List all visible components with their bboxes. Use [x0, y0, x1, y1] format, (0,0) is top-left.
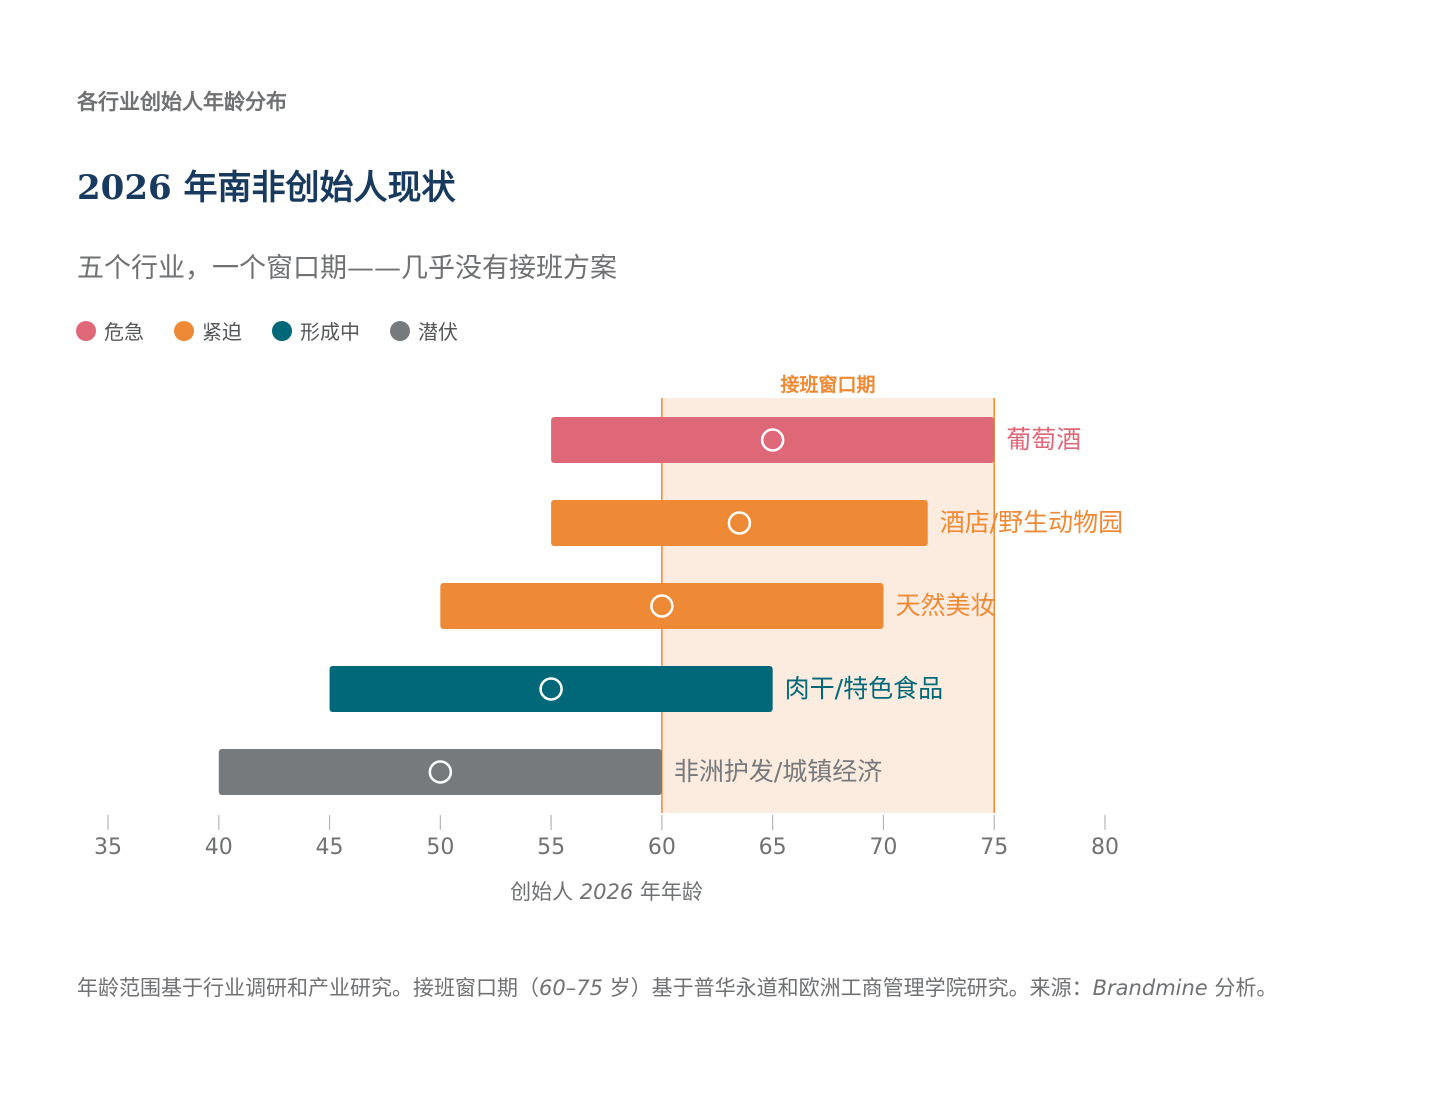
- range-bar: [551, 500, 928, 546]
- median-marker: [760, 428, 785, 452]
- window-label: 接班窗口期: [781, 373, 876, 396]
- legend-label-latent: 潜伏: [418, 320, 458, 344]
- legend-item-critical: 危急: [76, 316, 144, 345]
- x-tick-label: 70: [869, 835, 897, 860]
- x-tick-label: 40: [205, 835, 233, 860]
- legend-label-forming: 形成中: [300, 320, 360, 344]
- legend-dot-critical: [76, 320, 96, 341]
- legend: 危急 紧迫 形成中 潜伏: [76, 316, 488, 345]
- range-bar: [218, 749, 662, 795]
- median-marker: [650, 594, 674, 618]
- legend-item-forming: 形成中: [272, 316, 360, 345]
- range-bar: [440, 583, 884, 629]
- eyebrow-label: 各行业创始人年龄分布: [77, 90, 287, 114]
- footnote-text-1: 年龄范围基于行业调研和产业研究。接班窗口期（: [77, 976, 539, 1000]
- footnote-text-3: 分析。: [1207, 976, 1278, 1000]
- footnote-source: Brandmine: [1092, 976, 1208, 1000]
- x-axis-title: 创始人 2026 年年龄: [510, 880, 703, 904]
- legend-item-urgent: 紧迫: [174, 316, 242, 345]
- x-tick-label: 80: [1091, 835, 1119, 860]
- category-label: 肉干/特色食品: [785, 674, 943, 703]
- x-tick-label: 60: [648, 835, 676, 860]
- footnote-range: 60–75: [539, 976, 603, 1000]
- category-label: 非洲护发/城镇经济: [674, 757, 882, 786]
- footnote-text-2: 岁）基于普华永道和欧洲工商管理学院研究。来源：: [602, 976, 1093, 1000]
- legend-dot-forming: [272, 320, 292, 341]
- legend-label-critical: 危急: [104, 320, 144, 344]
- range-bar: [329, 666, 773, 712]
- category-label: 天然美妆: [895, 591, 995, 620]
- x-tick-label: 35: [94, 835, 122, 860]
- x-tick-label: 75: [980, 835, 1008, 860]
- legend-item-latent: 潜伏: [390, 316, 458, 345]
- median-marker: [428, 760, 453, 784]
- x-tick-label: 65: [759, 835, 787, 860]
- footnote: 年龄范围基于行业调研和产业研究。接班窗口期（60–75 岁）基于普华永道和欧洲工…: [77, 972, 1367, 1005]
- legend-label-urgent: 紧迫: [202, 320, 242, 344]
- legend-dot-latent: [390, 320, 410, 341]
- chart-subtitle: 五个行业，一个窗口期——几乎没有接班方案: [77, 253, 617, 284]
- x-tick-label: 55: [537, 835, 565, 860]
- median-marker: [727, 511, 752, 535]
- category-label: 葡萄酒: [1006, 425, 1081, 454]
- chart-title: 2026 年南非创始人现状: [77, 168, 456, 208]
- x-tick-label: 45: [316, 835, 344, 860]
- range-bar: [551, 417, 995, 463]
- x-tick-label: 50: [426, 835, 454, 860]
- legend-dot-urgent: [174, 320, 194, 341]
- category-label: 酒店/野生动物园: [940, 508, 1123, 537]
- median-marker: [539, 677, 563, 701]
